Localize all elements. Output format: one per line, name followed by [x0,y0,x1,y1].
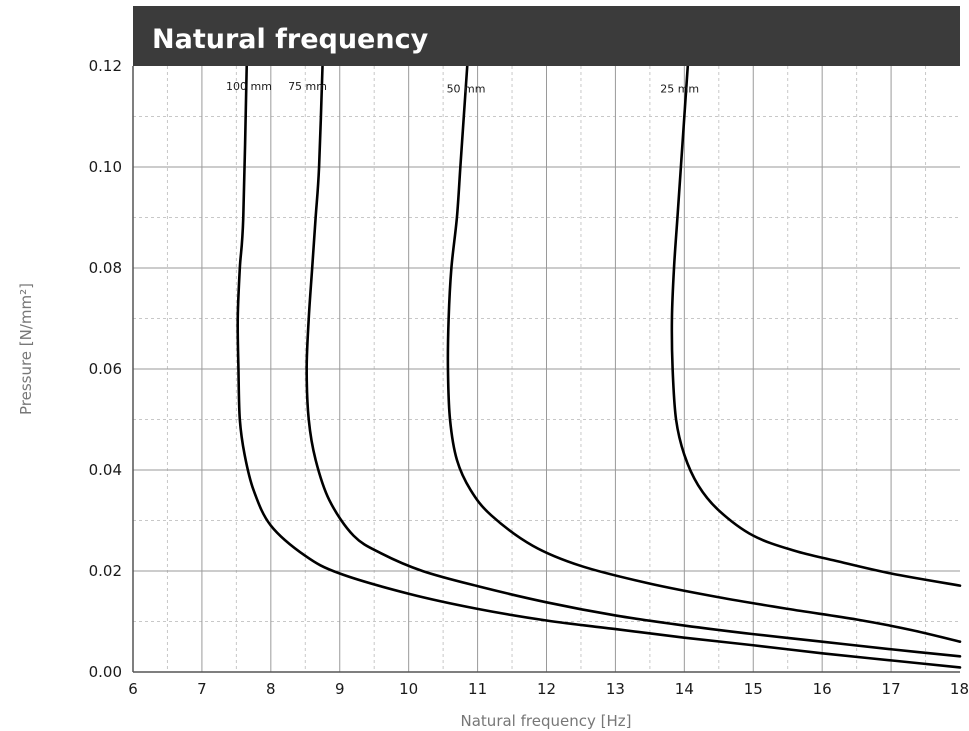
series-label-75mm: 75 mm [288,80,327,93]
x-tick-labels: 6 7 8 9 10 11 12 13 14 15 16 17 18 [128,680,969,698]
curve-75mm [305,64,962,658]
x-tick-label: 18 [950,680,969,698]
major-gridlines [133,66,960,672]
x-tick-label: 17 [882,680,901,698]
curve-50mm [446,64,962,643]
x-tick-label: 15 [744,680,763,698]
x-tick-label: 9 [335,680,345,698]
x-tick-label: 6 [128,680,138,698]
y-tick-label: 0.04 [89,461,122,479]
x-tick-label: 10 [399,680,418,698]
x-tick-label: 8 [266,680,276,698]
x-tick-label: 14 [675,680,694,698]
title-bar [133,6,960,66]
y-tick-label: 0.12 [89,57,122,75]
y-tick-label: 0.02 [89,562,122,580]
y-tick-label: 0.08 [89,259,122,277]
x-tick-label: 12 [537,680,556,698]
curve-100mm [236,64,962,669]
x-tick-label: 16 [813,680,832,698]
series-labels: 100 mm 75 mm 50 mm 25 mm [226,80,699,96]
x-tick-label: 11 [468,680,487,698]
y-tick-label: 0.06 [89,360,122,378]
series-label-25mm: 25 mm [660,83,699,96]
plot-axes [132,66,960,673]
series-label-100mm: 100 mm [226,80,272,93]
chart-title: Natural frequency [152,24,429,55]
frequency-curves [236,64,962,669]
y-tick-label: 0.00 [89,663,122,681]
y-tick-label: 0.10 [89,158,122,176]
y-tick-labels: 0.00 0.02 0.04 0.06 0.08 0.10 0.12 [89,57,122,681]
x-tick-label: 7 [197,680,207,698]
series-label-50mm: 50 mm [447,83,486,96]
x-axis-label: Natural frequency [Hz] [461,712,632,730]
x-tick-label: 13 [606,680,625,698]
curve-25mm [670,64,962,587]
y-axis-label: Pressure [N/mm²] [17,283,35,415]
